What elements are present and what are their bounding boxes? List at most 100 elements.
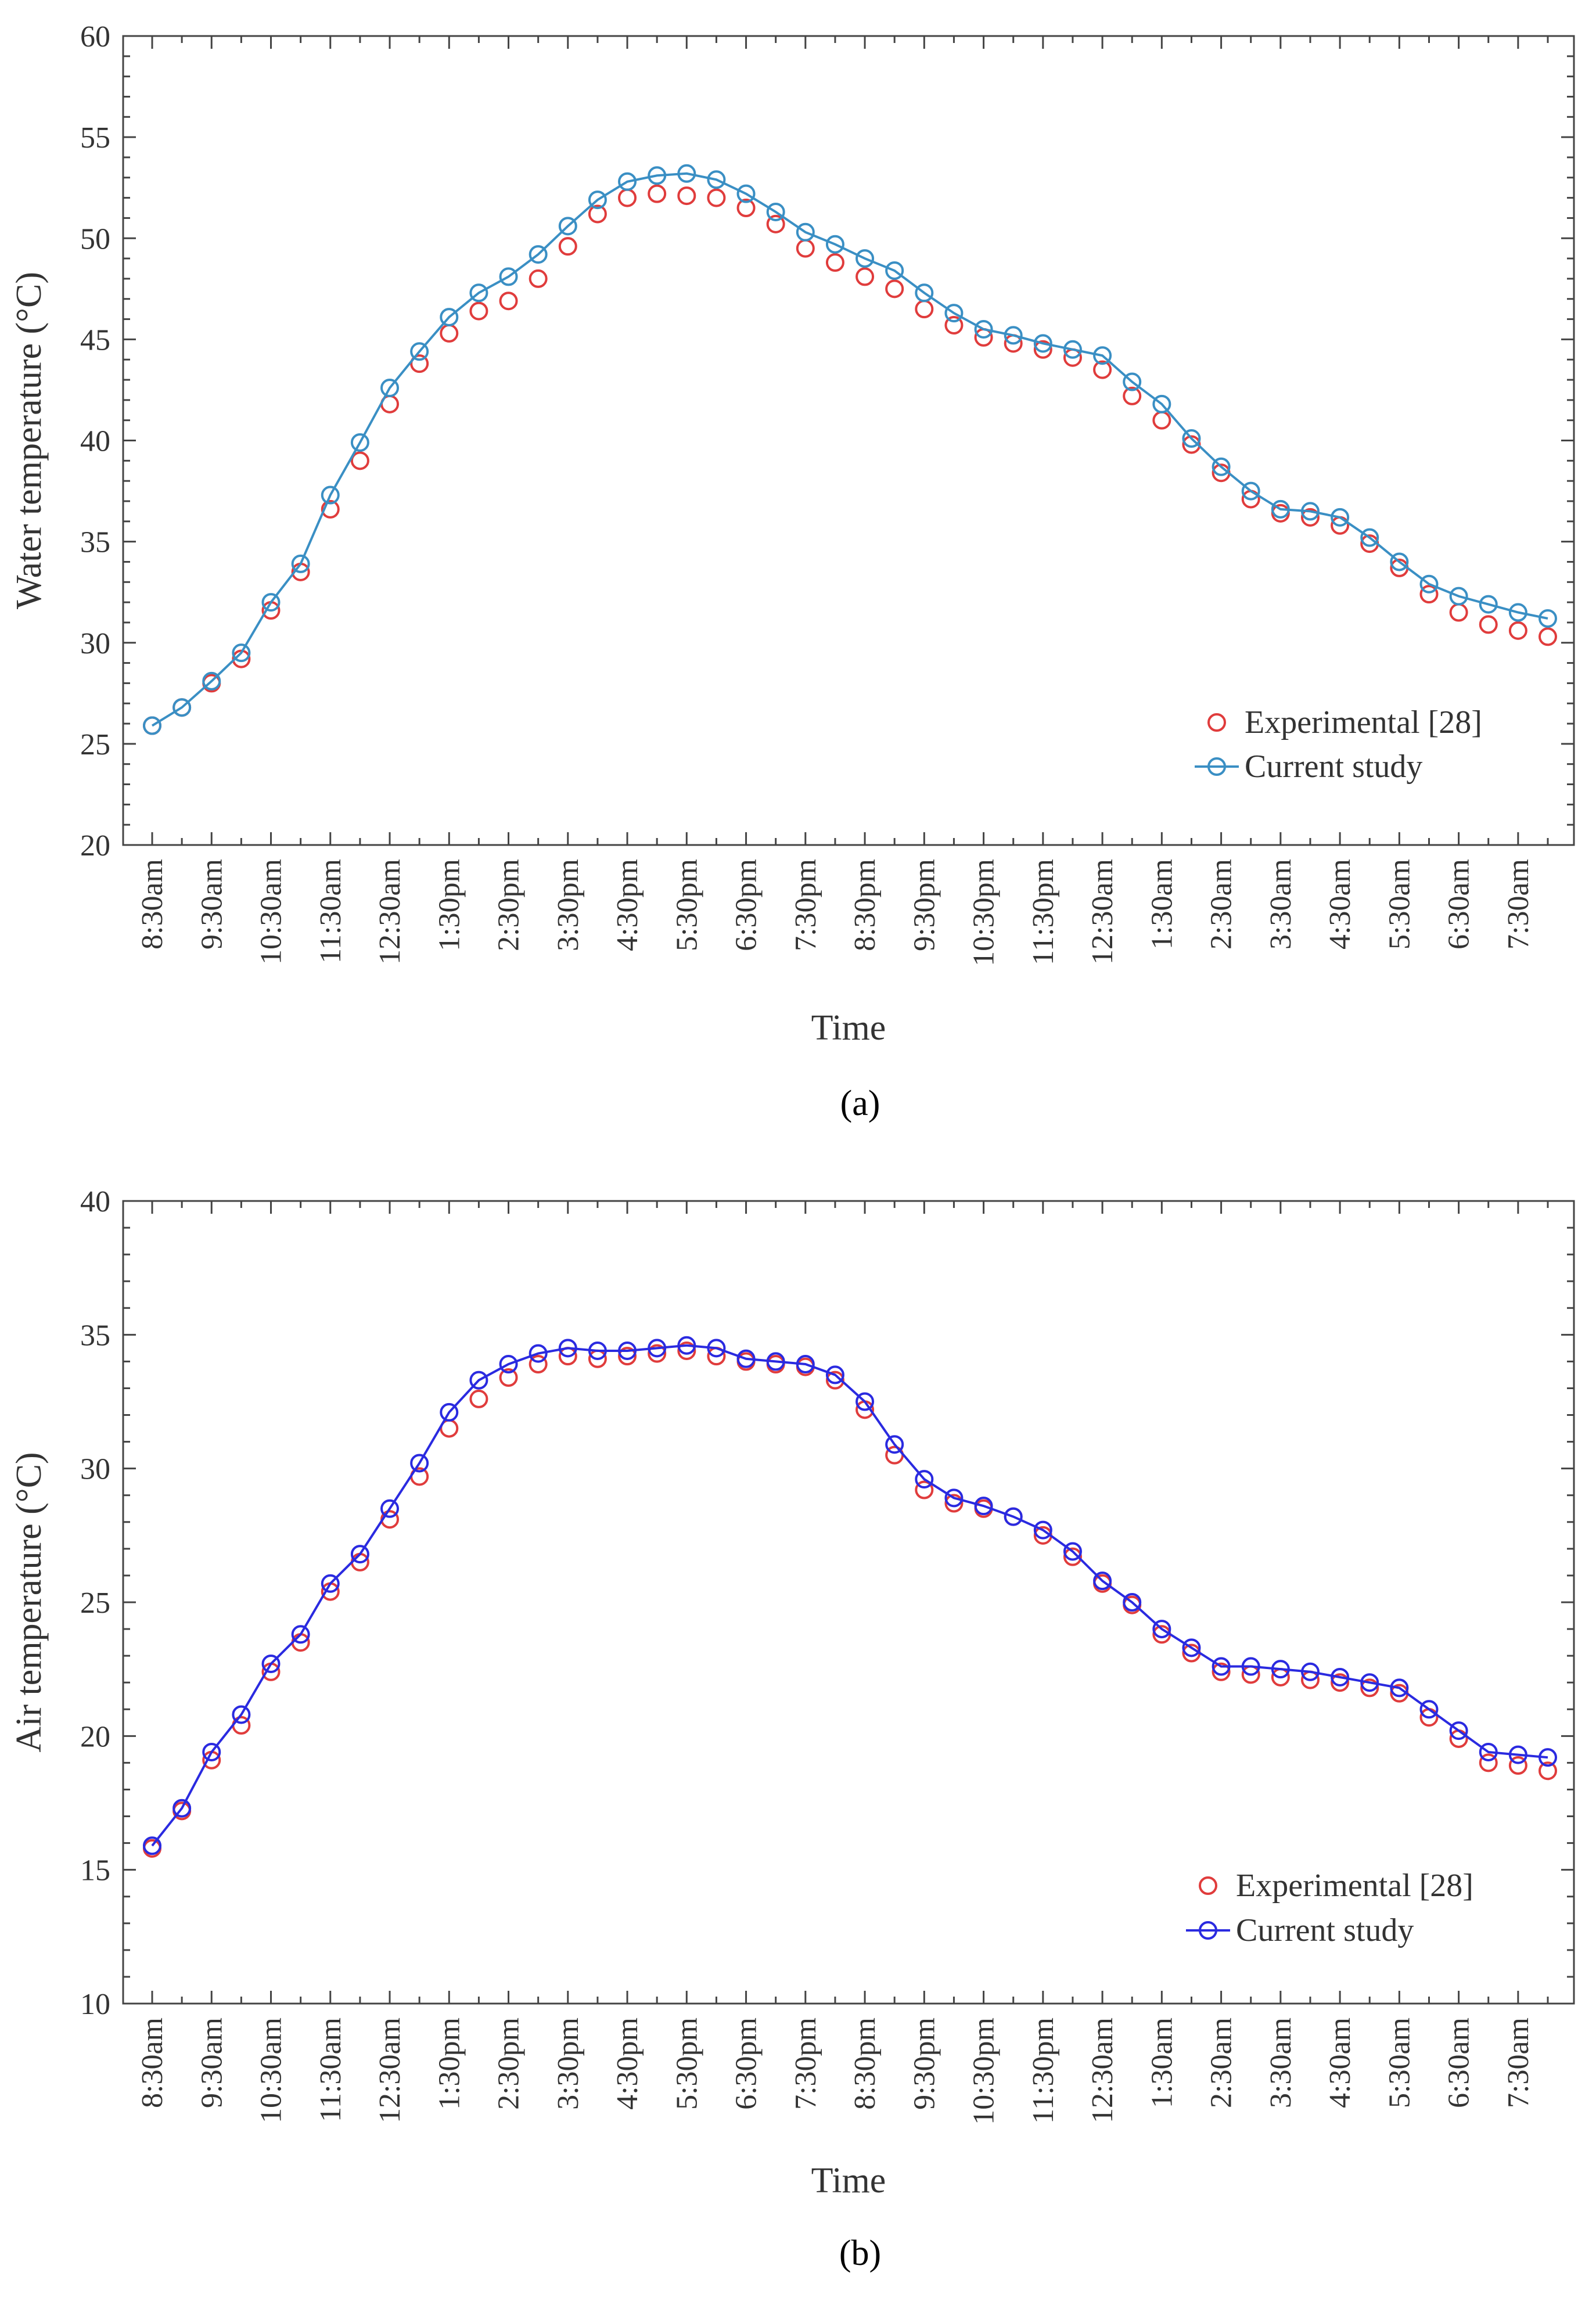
data-point xyxy=(469,1371,488,1390)
x-tick-label: 2:30am xyxy=(1205,2018,1238,2108)
data-point xyxy=(172,1799,192,1818)
y-tick-label: 15 xyxy=(80,1854,110,1887)
data-point xyxy=(529,1344,548,1363)
y-tick-label: 45 xyxy=(80,323,110,357)
x-tick-label: 7:30pm xyxy=(789,2018,822,2110)
data-point xyxy=(796,239,815,258)
data-point xyxy=(291,554,310,573)
data-point xyxy=(1182,435,1201,454)
legend-label-current-study: Current study xyxy=(1236,1912,1414,1948)
y-tick-label: 20 xyxy=(80,829,110,862)
data-point xyxy=(1300,502,1320,521)
series-experimental xyxy=(143,1341,1557,1858)
x-tick-label: 6:30am xyxy=(1443,859,1476,950)
data-point xyxy=(1449,603,1468,622)
chart-panel-a: 20 25 30 35 40 45 50 55 60 8:30am 9:30am 10:30am 11:… xyxy=(9,20,1575,1123)
data-point xyxy=(677,164,696,183)
data-point xyxy=(350,433,369,452)
panel-label: (b) xyxy=(839,2234,881,2273)
data-point xyxy=(885,261,904,280)
data-point xyxy=(1360,528,1379,547)
x-tick-label: 12:30am xyxy=(373,859,407,965)
y-axis-label: Air temperature (°C) xyxy=(9,1452,49,1752)
data-point xyxy=(558,237,577,256)
data-point xyxy=(974,1497,993,1516)
y-tick-label: 30 xyxy=(80,1453,110,1486)
y-tick-label: 35 xyxy=(80,1319,110,1352)
data-point xyxy=(1033,1520,1052,1540)
x-tick-label: 1:30am xyxy=(1145,2018,1178,2108)
series-line xyxy=(151,172,1548,727)
data-point xyxy=(944,1494,964,1513)
data-point xyxy=(410,1454,429,1473)
data-point xyxy=(410,354,429,373)
x-tick-label: 7:30pm xyxy=(789,859,822,951)
data-point xyxy=(618,188,637,207)
data-point xyxy=(648,184,667,203)
x-tick-label: 9:30pm xyxy=(908,859,941,951)
y-tick-label: 30 xyxy=(80,627,110,660)
data-point xyxy=(855,249,875,268)
x-tick-label: 9:30am xyxy=(195,859,228,950)
panel-label: (a) xyxy=(840,1084,880,1123)
data-point xyxy=(707,188,726,207)
data-point xyxy=(321,486,340,505)
data-point xyxy=(529,1355,548,1374)
data-point xyxy=(766,214,785,233)
data-point xyxy=(440,323,459,343)
data-point xyxy=(677,186,696,206)
x-tick-label: 5:30am xyxy=(1383,859,1416,950)
data-point xyxy=(558,217,577,236)
x-tick-label: 5:30pm xyxy=(670,2018,703,2110)
data-point xyxy=(350,1545,369,1564)
x-axis-label: Time xyxy=(811,1008,886,1048)
data-point xyxy=(944,1488,964,1508)
y-tick-label: 40 xyxy=(80,425,110,458)
data-point xyxy=(1539,609,1557,628)
x-tick-label: 3:30am xyxy=(1264,2018,1297,2108)
data-point xyxy=(1033,340,1052,359)
data-point xyxy=(1152,394,1171,413)
data-point xyxy=(1063,1547,1082,1566)
data-point xyxy=(1123,386,1142,405)
x-tick-label: 11:30pm xyxy=(1027,2018,1060,2124)
data-point xyxy=(1508,603,1527,622)
data-point xyxy=(232,643,251,663)
data-point xyxy=(469,283,488,303)
data-point xyxy=(1093,346,1112,365)
data-point xyxy=(707,1339,726,1358)
data-point xyxy=(1241,481,1260,501)
data-point xyxy=(1419,1700,1439,1719)
data-point xyxy=(1479,595,1498,614)
data-point xyxy=(855,267,875,286)
data-point xyxy=(1331,1667,1350,1686)
data-point xyxy=(648,1339,667,1358)
data-point xyxy=(648,166,667,185)
data-point xyxy=(736,199,756,218)
data-point xyxy=(796,222,815,242)
x-tick-label: 10:30am xyxy=(255,2018,288,2123)
y-tick-label: 25 xyxy=(80,1587,110,1620)
data-point xyxy=(825,1365,844,1384)
data-point xyxy=(143,716,161,735)
x-tick-label: 11:30am xyxy=(314,2018,347,2122)
data-point xyxy=(499,292,518,311)
data-point xyxy=(1479,1753,1498,1772)
x-tick-label: 9:30am xyxy=(195,2018,228,2108)
data-point xyxy=(202,671,221,691)
y-tick-label: 25 xyxy=(80,728,110,761)
data-point xyxy=(915,300,934,319)
data-point xyxy=(1063,1542,1082,1561)
data-point xyxy=(1212,457,1231,476)
data-point xyxy=(291,1625,310,1644)
data-point xyxy=(1093,360,1112,379)
y-tick-label: 40 xyxy=(80,1185,110,1218)
series-experimental xyxy=(143,184,1557,735)
legend-marker-current-study xyxy=(1199,1921,1217,1940)
data-point xyxy=(499,267,518,286)
x-tick-label: 2:30pm xyxy=(493,859,526,951)
data-point xyxy=(1331,508,1350,527)
data-point xyxy=(172,698,192,717)
data-point xyxy=(766,202,785,221)
